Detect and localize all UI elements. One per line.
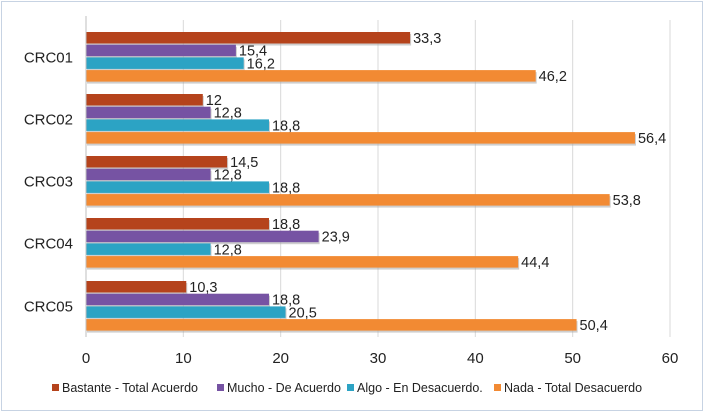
- legend-swatch: [494, 384, 501, 391]
- x-tick-label: 30: [370, 350, 387, 367]
- data-label: 14,5: [230, 155, 258, 171]
- bar-crc01-series-1: [86, 32, 411, 44]
- data-label: 18,8: [272, 118, 300, 134]
- bar-crc03-series-2: [86, 168, 211, 181]
- bar-crc03-series-3: [86, 181, 269, 193]
- legend-label: Algo - En Desacuerdo.: [357, 381, 483, 395]
- data-label: 20,5: [289, 305, 317, 321]
- x-tick-label: 60: [662, 350, 679, 367]
- category-label: CRC04: [24, 235, 73, 252]
- bar-crc05-series-3: [86, 306, 286, 318]
- category-label: CRC03: [24, 173, 73, 190]
- x-tick-label: 20: [272, 350, 289, 367]
- data-label: 12: [206, 93, 222, 109]
- x-tick-label: 10: [175, 350, 192, 367]
- data-label: 44,4: [521, 255, 549, 271]
- legend-label: Mucho - De Acuerdo: [227, 381, 341, 395]
- bar-crc05-series-2: [86, 293, 269, 306]
- bar-crc04-series-2: [86, 230, 319, 243]
- bar-crc03-series-1: [86, 156, 228, 168]
- data-label: 15,4: [239, 44, 267, 60]
- data-label: 18,8: [272, 217, 300, 233]
- data-label: 12,8: [214, 242, 242, 258]
- legend-label: Nada - Total Desacuerdo: [504, 381, 642, 395]
- bar-crc02-series-3: [86, 119, 269, 131]
- data-label: 50,4: [580, 318, 608, 334]
- data-label: 12,8: [214, 106, 242, 122]
- legend-swatch: [52, 384, 59, 391]
- data-label: 33,3: [413, 31, 441, 47]
- bar-crc02-series-1: [86, 94, 203, 106]
- data-label: 12,8: [214, 168, 242, 184]
- legend-swatch: [347, 384, 354, 391]
- data-label: 18,8: [272, 293, 300, 309]
- bar-crc04-series-1: [86, 218, 269, 230]
- data-label: 16,2: [247, 56, 275, 72]
- legend-label: Bastante - Total Acuerdo: [62, 381, 198, 395]
- bar-crc01-series-2: [86, 44, 236, 57]
- bar-crc04-series-4: [86, 256, 519, 268]
- x-tick-label: 40: [467, 350, 484, 367]
- bar-crc05-series-4: [86, 319, 577, 331]
- data-label: 53,8: [613, 193, 641, 209]
- legend-swatch: [217, 384, 224, 391]
- data-label: 46,2: [539, 69, 567, 85]
- data-label: 56,4: [638, 131, 666, 147]
- bar-crc02-series-4: [86, 132, 635, 144]
- bar-crc01-series-4: [86, 70, 536, 82]
- category-label: CRC01: [24, 49, 73, 66]
- category-label: CRC05: [24, 298, 73, 315]
- x-tick-label: 50: [564, 350, 581, 367]
- bar-crc02-series-2: [86, 106, 211, 119]
- category-label: CRC02: [24, 111, 73, 128]
- data-label: 10,3: [189, 280, 217, 296]
- bar-crc04-series-3: [86, 243, 211, 255]
- x-tick-label: 0: [82, 350, 90, 367]
- bar-crc05-series-1: [86, 281, 187, 293]
- data-label: 18,8: [272, 180, 300, 196]
- bar-crc01-series-3: [86, 57, 244, 69]
- bar-crc03-series-4: [86, 194, 610, 206]
- data-label: 23,9: [322, 230, 350, 246]
